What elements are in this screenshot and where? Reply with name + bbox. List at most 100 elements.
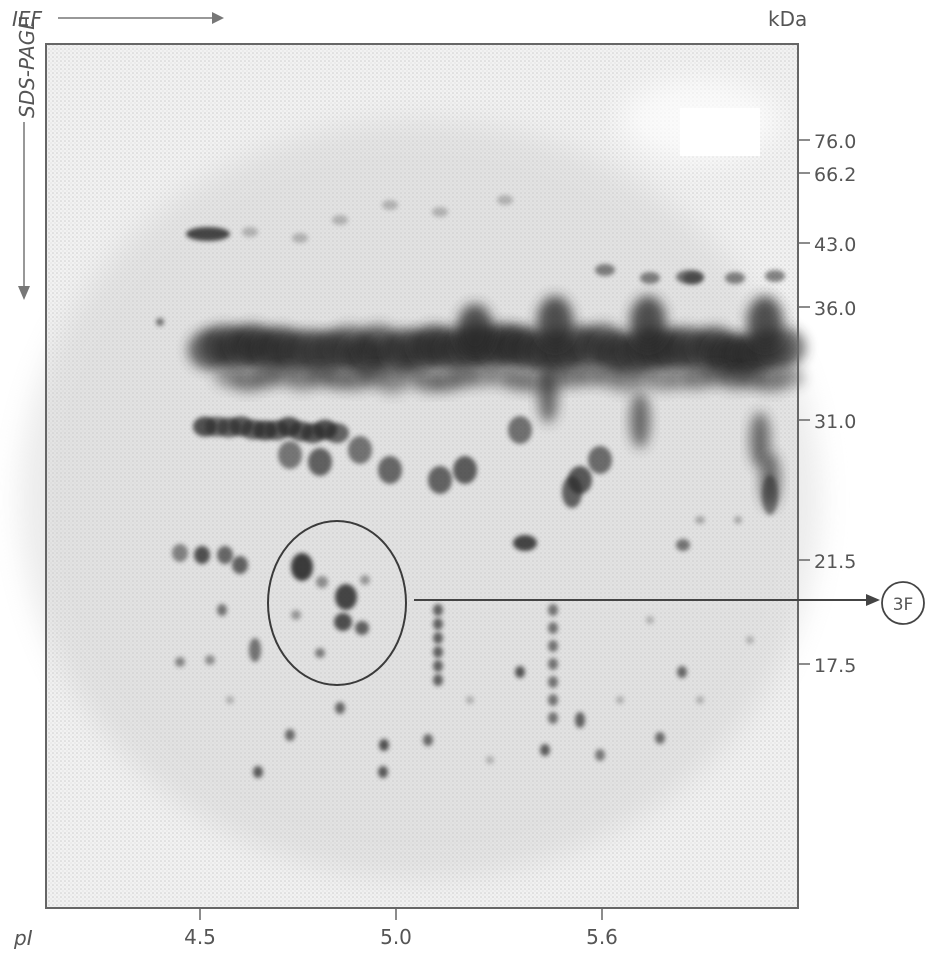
protein-spot xyxy=(316,576,328,588)
protein-spot xyxy=(292,233,308,243)
protein-spot xyxy=(249,638,261,662)
protein-spot xyxy=(772,368,804,388)
protein-spot xyxy=(537,296,573,348)
ief-arrow xyxy=(58,12,224,24)
protein-spot xyxy=(378,766,388,778)
protein-spot xyxy=(548,622,558,634)
protein-spot xyxy=(655,732,665,744)
protein-spot xyxy=(466,696,474,704)
protein-spot xyxy=(382,200,398,210)
protein-spot xyxy=(335,702,345,714)
protein-spot xyxy=(285,729,295,741)
protein-spot xyxy=(334,613,352,631)
protein-spot xyxy=(232,556,248,574)
protein-spot xyxy=(175,657,185,667)
protein-spot xyxy=(433,618,443,630)
protein-spot xyxy=(762,475,778,515)
protein-spot xyxy=(595,749,605,761)
protein-spot xyxy=(734,516,742,524)
protein-spot xyxy=(677,666,687,678)
mw-label-76: 76.0 xyxy=(814,131,856,153)
pi-tick-label-5-0: 5.0 xyxy=(380,925,412,949)
protein-spot xyxy=(595,264,615,276)
callout-label: 3F xyxy=(893,595,914,615)
protein-spot xyxy=(348,436,372,464)
protein-spot xyxy=(513,535,537,551)
protein-spot xyxy=(360,575,370,585)
protein-spot xyxy=(335,584,357,610)
mw-label-36: 36.0 xyxy=(814,298,856,320)
protein-spot xyxy=(217,546,233,564)
protein-spot xyxy=(433,674,443,686)
protein-spot xyxy=(538,367,558,423)
mw-label-31: 31.0 xyxy=(814,411,856,433)
protein-spot xyxy=(630,392,650,448)
protein-spot xyxy=(562,476,582,508)
protein-spot xyxy=(378,456,402,484)
protein-spot xyxy=(315,648,325,658)
protein-spot xyxy=(676,270,704,284)
protein-spot xyxy=(640,272,660,284)
pi-tick-label-4-5: 4.5 xyxy=(184,925,216,949)
protein-spot xyxy=(379,739,389,751)
protein-spot xyxy=(548,694,558,706)
protein-spot xyxy=(508,416,532,444)
protein-spot xyxy=(548,604,558,616)
protein-spot xyxy=(156,318,164,326)
protein-spot xyxy=(186,227,230,241)
gel-blank-patch xyxy=(680,108,760,156)
protein-spot xyxy=(725,272,745,284)
protein-spot xyxy=(194,546,210,564)
protein-spot xyxy=(588,446,612,474)
protein-spot xyxy=(548,640,558,652)
sds-page-label: SDS-PAGE xyxy=(15,17,39,118)
protein-spot xyxy=(217,604,227,616)
protein-spot xyxy=(695,516,705,524)
protein-spot xyxy=(432,207,448,217)
protein-spot xyxy=(453,456,477,484)
protein-spot xyxy=(291,553,313,581)
mw-label-43: 43.0 xyxy=(814,234,856,256)
protein-spot xyxy=(616,696,624,704)
protein-spot xyxy=(457,304,493,356)
protein-spot xyxy=(308,448,332,476)
sds-page-arrow xyxy=(18,122,30,300)
protein-spot xyxy=(497,195,513,205)
protein-spot xyxy=(205,655,215,665)
protein-spot xyxy=(540,744,550,756)
protein-spot xyxy=(696,696,704,704)
protein-spot xyxy=(486,756,494,764)
protein-spot xyxy=(765,270,785,282)
protein-spot xyxy=(226,696,234,704)
protein-spot xyxy=(515,666,525,678)
protein-spot xyxy=(746,636,754,644)
mw-label-21: 21.5 xyxy=(814,551,856,573)
mw-label-66: 66.2 xyxy=(814,164,856,186)
pi-label: pI xyxy=(13,926,33,950)
gel-area xyxy=(20,44,820,908)
protein-spot xyxy=(423,734,433,746)
mw-label-17: 17.5 xyxy=(814,655,856,677)
protein-spot xyxy=(646,616,654,624)
protein-spot xyxy=(172,544,188,562)
protein-spot xyxy=(325,423,349,443)
protein-spot xyxy=(676,539,690,551)
protein-spot xyxy=(548,676,558,688)
protein-spot xyxy=(428,466,452,494)
protein-spot xyxy=(433,660,443,672)
protein-spot xyxy=(433,632,443,644)
protein-spot xyxy=(242,227,258,237)
protein-spot xyxy=(548,712,558,724)
protein-spot xyxy=(332,215,348,225)
protein-spot xyxy=(433,604,443,616)
pi-tick-label-5-6: 5.6 xyxy=(586,925,618,949)
protein-spot xyxy=(278,441,302,469)
protein-spot xyxy=(548,658,558,670)
kda-label: kDa xyxy=(768,7,807,31)
protein-spot xyxy=(575,712,585,728)
protein-spot xyxy=(433,646,443,658)
pi-axis: pI 4.5 5.0 5.6 xyxy=(13,908,618,950)
protein-spot xyxy=(253,766,263,778)
